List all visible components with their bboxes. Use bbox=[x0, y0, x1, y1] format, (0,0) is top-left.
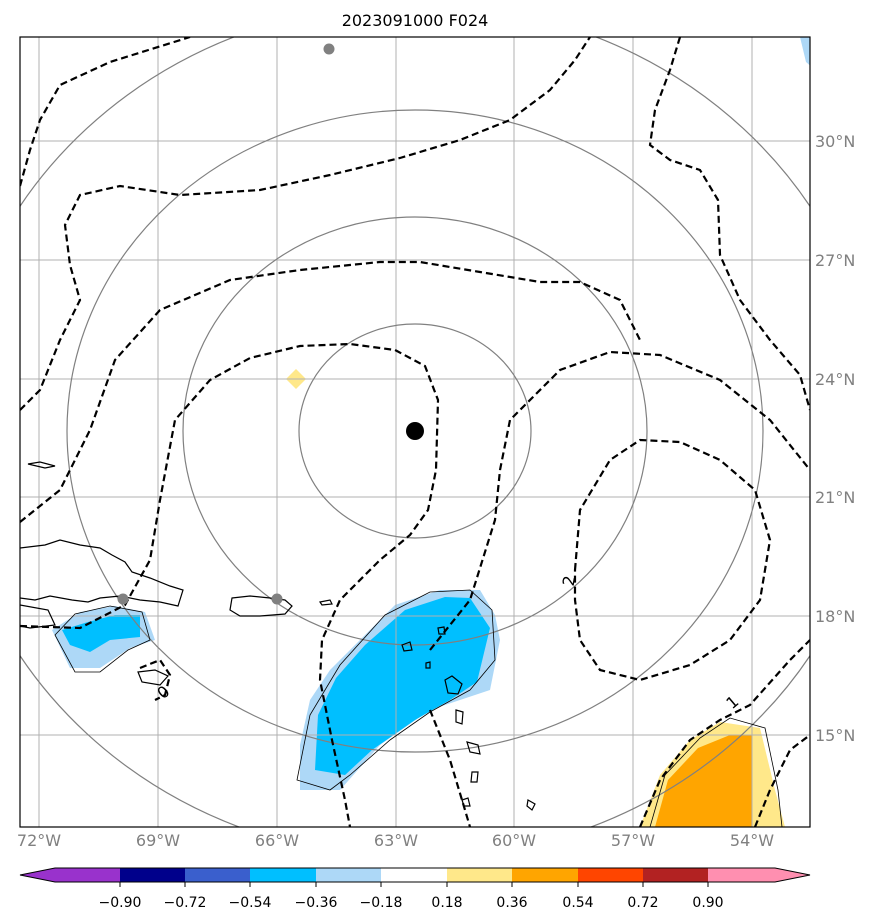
contour-southeast-1 bbox=[638, 639, 810, 827]
figure-title: 2023091000 F024 bbox=[342, 11, 489, 30]
puerto-rico-coast bbox=[229, 595, 293, 617]
lat-tick-label: 30°N bbox=[815, 132, 855, 151]
positive-mid-region-southeast bbox=[655, 735, 752, 827]
lesser-antilles-4 bbox=[455, 709, 464, 725]
virgin-islands bbox=[319, 599, 333, 606]
negative-mid-region-east-caribbean bbox=[315, 597, 490, 775]
colorbar-tick-label: −0.36 bbox=[295, 895, 338, 911]
colorbar-segment bbox=[381, 868, 447, 882]
colorbar-segment bbox=[578, 868, 643, 882]
shaded-fields bbox=[52, 37, 810, 827]
colorbar-tick-label: −0.90 bbox=[99, 895, 142, 911]
colorbar-segment bbox=[643, 868, 708, 882]
contour-outline-hispaniola bbox=[54, 605, 151, 673]
station-marker-hispaniola bbox=[117, 593, 129, 605]
contour-inner-ring bbox=[20, 342, 440, 827]
colorbar-segment bbox=[708, 868, 775, 882]
contour-northeast bbox=[648, 37, 810, 411]
lat-tick-label: 18°N bbox=[815, 607, 855, 626]
lat-tick-label: 24°N bbox=[815, 370, 855, 389]
colorbar-segment bbox=[250, 868, 316, 882]
colorbar-segment bbox=[120, 868, 185, 882]
station-marker-puerto-rico bbox=[271, 593, 283, 605]
colorbar-extend-high bbox=[775, 868, 810, 882]
colorbar-segment bbox=[55, 868, 120, 882]
lon-tick-label: 54°W bbox=[730, 831, 774, 850]
negative-region-northeast-corner bbox=[800, 37, 810, 66]
contour-north-band bbox=[20, 37, 591, 411]
lesser-antilles-2 bbox=[437, 626, 446, 635]
colorbar-tick-label: −0.18 bbox=[360, 895, 403, 911]
contour-inner-north bbox=[20, 260, 641, 523]
range-rings bbox=[20, 37, 810, 827]
lesser-antilles-3 bbox=[444, 675, 463, 695]
contour-outline-east-caribbean bbox=[296, 589, 496, 791]
lesser-antilles-6 bbox=[470, 771, 479, 783]
cuba-tip-coast bbox=[20, 604, 56, 629]
lesser-antilles-5 bbox=[466, 741, 481, 755]
contour-northwest-1 bbox=[20, 37, 191, 187]
colorbar-extend-low bbox=[20, 868, 55, 882]
lon-tick-label: 72°W bbox=[17, 831, 61, 850]
colorbar-outline bbox=[19, 867, 811, 883]
jamaica-coast bbox=[137, 669, 169, 686]
map-frame bbox=[19, 36, 811, 828]
contour-label-2: 2 bbox=[559, 574, 579, 587]
lon-tick-label: 69°W bbox=[136, 831, 180, 850]
gridlines bbox=[20, 37, 810, 827]
colorbar-segment bbox=[512, 868, 578, 882]
colorbar-tick-label: 0.18 bbox=[431, 895, 462, 911]
lat-tick-label: 27°N bbox=[815, 251, 855, 270]
map-area: 2 1 0 bbox=[20, 37, 810, 827]
colorbar-tick-label: 0.72 bbox=[627, 895, 658, 911]
contour-label-2-loop bbox=[573, 438, 772, 682]
contour-jamaica-0 bbox=[139, 658, 172, 701]
contour-east-loop bbox=[429, 350, 810, 651]
lesser-antilles-9 bbox=[425, 661, 431, 669]
colorbar-segment bbox=[185, 868, 250, 882]
bahamas-islet bbox=[27, 461, 56, 469]
contour-south-central bbox=[428, 709, 472, 827]
negative-mid-region-hispaniola bbox=[62, 615, 140, 652]
colorbar-tick-label: −0.54 bbox=[229, 895, 272, 911]
hispaniola-coast bbox=[20, 539, 184, 607]
lat-tick-label: 15°N bbox=[815, 726, 855, 745]
colorbar-segment bbox=[447, 868, 512, 882]
dashed-contours bbox=[20, 37, 810, 827]
colorbar-tick-label: 0.54 bbox=[562, 895, 593, 911]
lon-axis-labels: 72°W 69°W 66°W 63°W 60°W 57°W 54°W bbox=[17, 831, 774, 850]
colorbar-tick-label: −0.72 bbox=[164, 895, 207, 911]
lat-tick-label: 21°N bbox=[815, 488, 855, 507]
lesser-antilles-8 bbox=[526, 799, 536, 811]
colorbar-tick-label: 0.36 bbox=[496, 895, 527, 911]
lon-tick-label: 57°W bbox=[611, 831, 655, 850]
station-marker-north bbox=[323, 43, 335, 55]
storm-center-marker bbox=[406, 422, 424, 440]
lesser-antilles-1 bbox=[401, 641, 413, 652]
lon-tick-label: 60°W bbox=[492, 831, 536, 850]
colorbar-segment bbox=[316, 868, 381, 882]
lon-tick-label: 66°W bbox=[255, 831, 299, 850]
colorbar: −0.90 −0.72 −0.54 −0.36 −0.18 0.18 0.36 … bbox=[19, 867, 811, 911]
lat-axis-labels: 15°N 18°N 21°N 24°N 27°N 30°N bbox=[815, 132, 855, 745]
colorbar-tick-label: 0.90 bbox=[692, 895, 723, 911]
markers bbox=[117, 43, 424, 605]
lon-tick-label: 63°W bbox=[374, 831, 418, 850]
